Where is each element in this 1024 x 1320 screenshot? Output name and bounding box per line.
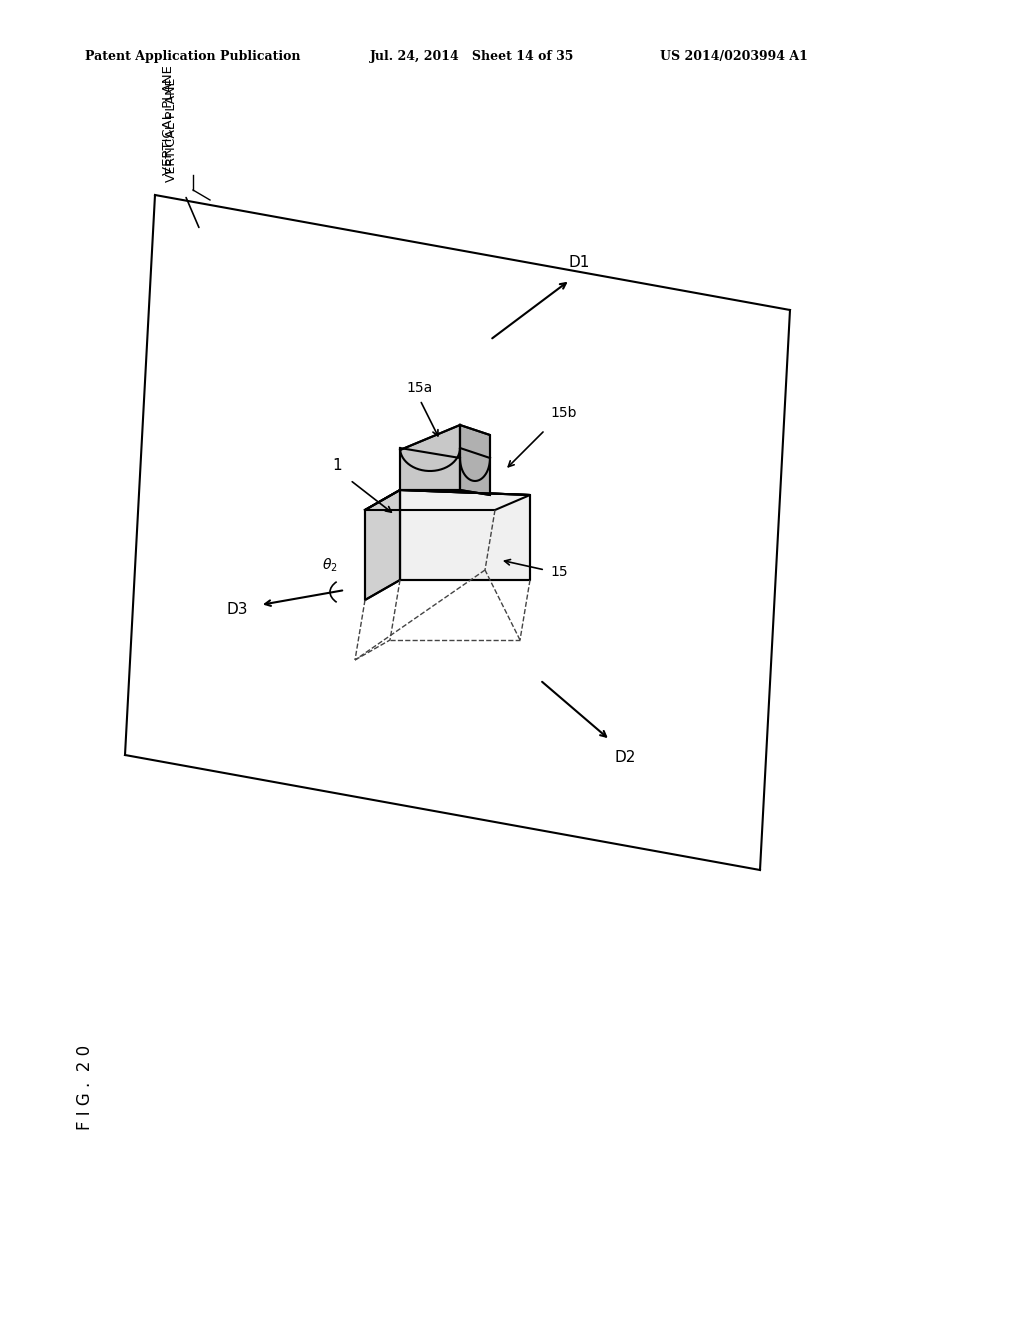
Text: VERTICAL PLANE: VERTICAL PLANE [162,65,174,176]
Polygon shape [460,425,490,495]
Polygon shape [365,490,400,601]
Text: F I G .  2 0: F I G . 2 0 [76,1045,94,1130]
Text: 15: 15 [550,565,567,579]
Text: VERTICAL PLANE: VERTICAL PLANE [165,78,178,182]
Text: Patent Application Publication: Patent Application Publication [85,50,300,63]
Text: 1: 1 [333,458,342,473]
Polygon shape [400,425,460,490]
Text: 15a: 15a [407,381,433,395]
Polygon shape [400,490,530,579]
Text: $\theta_2$: $\theta_2$ [323,556,338,574]
Text: 15b: 15b [550,407,577,420]
Text: Jul. 24, 2014   Sheet 14 of 35: Jul. 24, 2014 Sheet 14 of 35 [370,50,574,63]
Text: D1: D1 [568,255,590,271]
Text: D3: D3 [226,602,248,618]
Polygon shape [365,490,530,510]
Text: US 2014/0203994 A1: US 2014/0203994 A1 [660,50,808,63]
Text: D2: D2 [615,750,636,766]
